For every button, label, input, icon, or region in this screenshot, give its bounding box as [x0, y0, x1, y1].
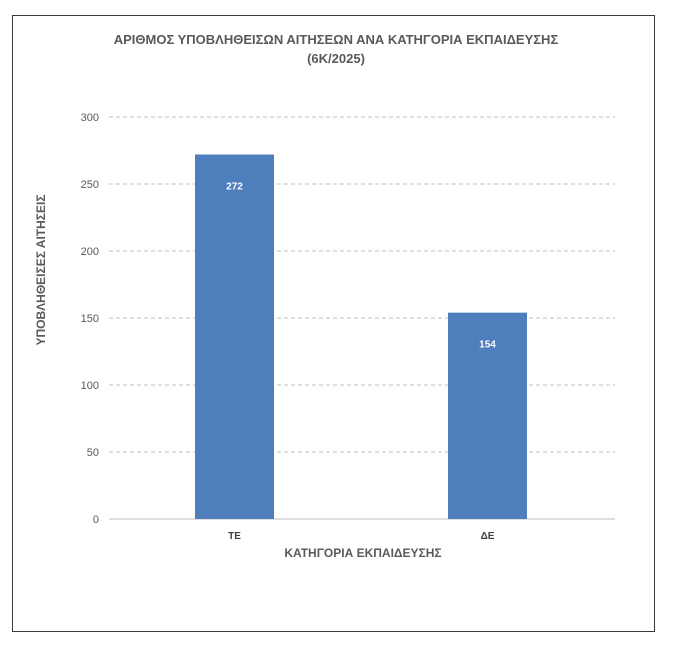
chart-title-line2: (6Κ/2025) — [307, 51, 365, 66]
y-tick-label: 250 — [81, 179, 99, 191]
y-tick-label: 300 — [81, 112, 99, 124]
bar-2 — [448, 312, 527, 519]
x-category-label: ΤΕ — [228, 531, 241, 542]
x-axis-categories: ΤΕ ΔΕ — [228, 531, 495, 542]
y-tick-label: 200 — [81, 246, 99, 258]
y-axis-ticks: 0 50 100 150 200 250 300 — [81, 112, 99, 526]
y-axis-title: ΥΠΟΒΛΗΘΕΙΣΕΣ ΑΙΤΗΣΕΙΣ — [34, 194, 48, 345]
x-category-label: ΔΕ — [481, 531, 495, 542]
x-axis-title: ΚΑΤΗΓΟΡΙΑ ΕΚΠΑΙΔΕΥΣΗΣ — [284, 546, 441, 560]
y-tick-label: 150 — [81, 313, 99, 325]
data-labels: 272 154 — [226, 182, 496, 351]
gridlines — [109, 116, 615, 520]
data-label: 272 — [226, 182, 243, 193]
bars — [195, 154, 527, 519]
y-tick-label: 0 — [93, 514, 99, 526]
data-label: 154 — [479, 340, 496, 351]
bar-1 — [195, 154, 274, 519]
chart-frame: ΑΡΙΘΜΟΣ ΥΠΟΒΛΗΘΕΙΣΩΝ ΑΙΤΗΣΕΩΝ ΑΝΑ ΚΑΤΗΓΟ… — [12, 15, 655, 632]
chart-title-line1: ΑΡΙΘΜΟΣ ΥΠΟΒΛΗΘΕΙΣΩΝ ΑΙΤΗΣΕΩΝ ΑΝΑ ΚΑΤΗΓΟ… — [114, 32, 559, 47]
y-tick-label: 100 — [81, 380, 99, 392]
y-tick-label: 50 — [87, 447, 99, 459]
bar-chart: ΑΡΙΘΜΟΣ ΥΠΟΒΛΗΘΕΙΣΩΝ ΑΙΤΗΣΕΩΝ ΑΝΑ ΚΑΤΗΓΟ… — [34, 32, 615, 560]
